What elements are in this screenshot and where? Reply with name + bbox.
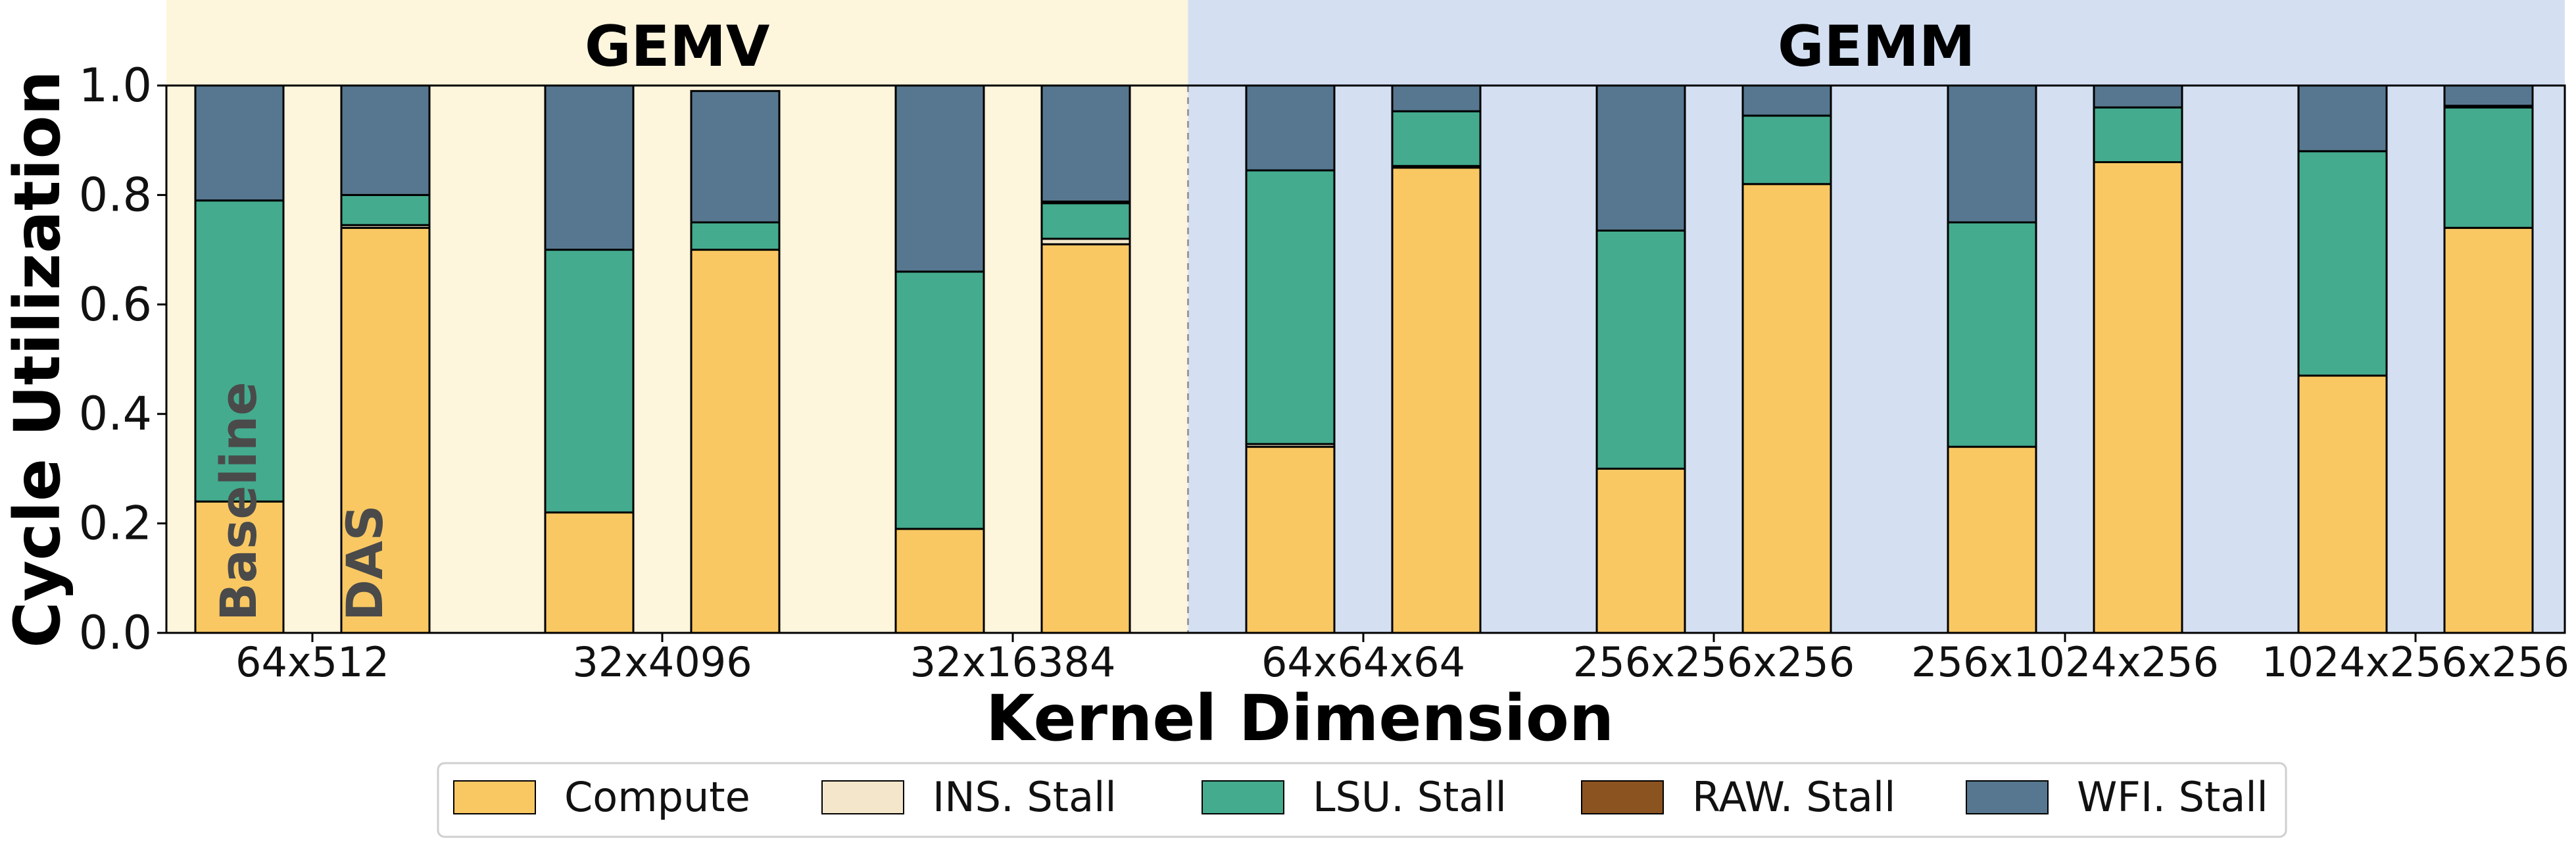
bar-segment-wfi-stalldas-3 [1391, 84, 1482, 112]
bar-segment-computedas-5 [2093, 161, 2183, 634]
bar-segment-wfi-stallbaseline-6 [2297, 84, 2388, 153]
bar-segment-lsu-stalldas-4 [1741, 114, 1832, 186]
x-tick-label: 1024x256x256 [2262, 638, 2569, 686]
legend-label: INS. Stall [933, 773, 1117, 821]
axes: 0.0 0.2 0.4 0.6 0.8 1.0 64x512 32x4096 32x16384 6… [1, 59, 2569, 755]
legend-label: LSU. Stall [1313, 773, 1507, 821]
legend-swatch-raw-stall [1581, 780, 1664, 814]
x-tick-label: 256x256x256 [1573, 638, 1855, 686]
bar-segment-lsu-stallbaseline-1 [544, 249, 635, 514]
bar-segment-lsu-stalldas-5 [2093, 106, 2183, 163]
bar-segment-lsu-stallbaseline-6 [2297, 150, 2388, 377]
bar-segment-wfi-stallbaseline-4 [1595, 84, 1686, 232]
bar-segment-wfi-stalldas-0 [340, 84, 431, 196]
bar-segment-computedas-3 [1391, 166, 1482, 634]
legend-label: WFI. Stall [2077, 773, 2268, 821]
legend: Compute INS. Stall LSU. Stall RAW. Stall WFI… [437, 762, 2287, 838]
bar-segment-computebaseline-1 [544, 511, 635, 634]
bar-segment-lsu-stalldas-0 [340, 193, 431, 226]
y-tick-label: 0.4 [79, 387, 152, 441]
plot-frame [165, 84, 2566, 634]
bar-segment-wfi-stalldas-6 [2443, 84, 2534, 107]
bar-segment-wfi-stallbaseline-5 [1947, 84, 2037, 224]
bar-segment-wfi-stalldas-2 [1040, 84, 1131, 203]
group-title-gemm: GEMM [1778, 14, 1976, 80]
group-title-gemv: GEMV [585, 14, 770, 80]
group-background-gemv [166, 0, 1188, 633]
y-tick-label: 0.6 [79, 278, 152, 332]
bar-segment-lsu-stallbaseline-2 [894, 270, 985, 530]
bar-segment-computedas-6 [2443, 226, 2534, 634]
bar-segment-computedas-4 [1741, 183, 1832, 634]
group-backgrounds: GEMV GEMM [166, 0, 2565, 633]
bar-segment-wfi-stalldas-5 [2093, 84, 2183, 109]
bar-segment-wfi-stallbaseline-1 [544, 84, 635, 251]
bar-segment-computebaseline-3 [1245, 445, 1336, 634]
bar-segment-lsu-stallbaseline-3 [1245, 169, 1336, 445]
bar-segment-computebaseline-5 [1947, 445, 2037, 634]
legend-label: RAW. Stall [1692, 773, 1895, 821]
bar-segment-lsu-stalldas-3 [1391, 110, 1482, 167]
bar-segment-computebaseline-2 [894, 528, 985, 634]
bar-segment-wfi-stallbaseline-2 [894, 84, 985, 273]
y-tick-label: 0.0 [79, 606, 152, 660]
legend-label: Compute [564, 773, 750, 821]
bar-segment-lsu-stallbaseline-4 [1595, 229, 1686, 470]
x-tick-label: 64x64x64 [1261, 638, 1465, 686]
bars-layer [194, 84, 2534, 634]
bar-label-baseline: Baseline [209, 382, 268, 621]
bar-segment-lsu-stalldas-2 [1040, 202, 1131, 240]
bar-segment-lsu-stallbaseline-5 [1947, 221, 2037, 448]
x-tick-label: 64x512 [235, 638, 389, 686]
x-axis-title: Kernel Dimension [986, 682, 1614, 755]
y-tick-label: 0.8 [79, 168, 152, 222]
bar-segment-lsu-stalldas-6 [2443, 106, 2534, 229]
bar-label-das: DAS [335, 505, 394, 621]
legend-swatch-ins-stall [821, 780, 904, 814]
y-axis-title: Cycle Utilization [1, 70, 74, 648]
y-tick-label: 0.2 [79, 497, 152, 551]
bar-segment-wfi-stallbaseline-0 [194, 84, 285, 202]
bar-segment-wfi-stallbaseline-3 [1245, 84, 1336, 172]
legend-swatch-lsu-stall [1202, 780, 1284, 814]
x-tick-label: 32x16384 [910, 638, 1116, 686]
bar-segment-computedas-1 [690, 249, 781, 634]
bar-segment-computedas-2 [1040, 243, 1131, 634]
bar-segment-lsu-stallbaseline-0 [194, 199, 285, 503]
bar-segment-computebaseline-0 [194, 500, 285, 634]
legend-swatch-wfi-stall [1966, 780, 2049, 814]
bar-segment-wfi-stalldas-4 [1741, 84, 1832, 117]
bar-segment-computebaseline-6 [2297, 374, 2388, 634]
bar-annotations: Baseline DAS [209, 382, 394, 621]
x-tick-label: 256x1024x256 [1911, 638, 2219, 686]
bar-segment-computebaseline-4 [1595, 467, 1686, 634]
bar-segment-lsu-stalldas-1 [690, 221, 781, 251]
y-tick-label: 1.0 [79, 59, 152, 112]
bar-segment-computedas-0 [340, 226, 431, 634]
bar-segment-wfi-stalldas-1 [690, 89, 781, 224]
x-tick-label: 32x4096 [572, 638, 752, 686]
legend-swatch-compute [453, 780, 536, 814]
